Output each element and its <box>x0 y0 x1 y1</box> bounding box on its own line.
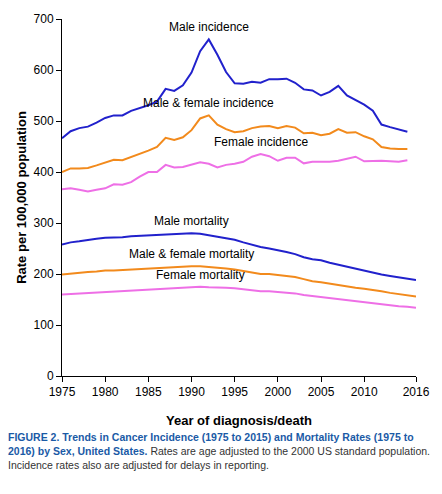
svg-text:2010: 2010 <box>351 385 378 399</box>
svg-text:400: 400 <box>34 165 54 179</box>
svg-text:1985: 1985 <box>135 385 162 399</box>
svg-text:Male incidence: Male incidence <box>169 20 249 34</box>
svg-text:Rate per 100,000 population: Rate per 100,000 population <box>14 111 29 284</box>
svg-text:Female incidence: Female incidence <box>214 135 308 149</box>
svg-text:Male mortality: Male mortality <box>154 214 229 228</box>
svg-text:1990: 1990 <box>178 385 205 399</box>
svg-text:700: 700 <box>34 12 54 26</box>
svg-text:0: 0 <box>47 369 54 383</box>
svg-text:Year of diagnosis/death: Year of diagnosis/death <box>166 413 312 428</box>
svg-text:2016: 2016 <box>403 385 430 399</box>
svg-text:Female mortality: Female mortality <box>156 268 245 282</box>
svg-text:Male & female incidence: Male & female incidence <box>143 96 274 110</box>
svg-text:1975: 1975 <box>49 385 76 399</box>
svg-text:Male & female mortality: Male & female mortality <box>129 247 254 261</box>
svg-text:1980: 1980 <box>92 385 119 399</box>
svg-text:500: 500 <box>34 114 54 128</box>
svg-text:1995: 1995 <box>221 385 248 399</box>
svg-text:300: 300 <box>34 216 54 230</box>
svg-text:200: 200 <box>34 267 54 281</box>
svg-text:2000: 2000 <box>264 385 291 399</box>
svg-text:600: 600 <box>34 63 54 77</box>
svg-text:100: 100 <box>34 318 54 332</box>
html-text:FIGURE 2. Trends in Cancer Inc: FIGURE 2. Trends in Cancer Incidence (19… <box>8 431 430 472</box>
svg-text:2005: 2005 <box>308 385 335 399</box>
